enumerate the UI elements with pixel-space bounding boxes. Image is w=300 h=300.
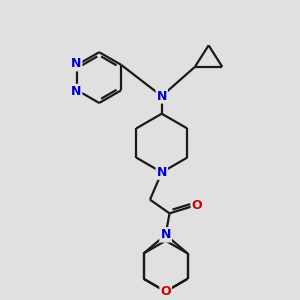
Text: N: N	[71, 85, 81, 98]
Text: O: O	[160, 285, 171, 298]
Text: N: N	[160, 228, 171, 241]
Text: O: O	[192, 199, 202, 212]
Text: N: N	[71, 57, 81, 70]
Text: N: N	[157, 166, 167, 179]
Text: N: N	[160, 228, 171, 241]
Text: N: N	[157, 90, 167, 103]
